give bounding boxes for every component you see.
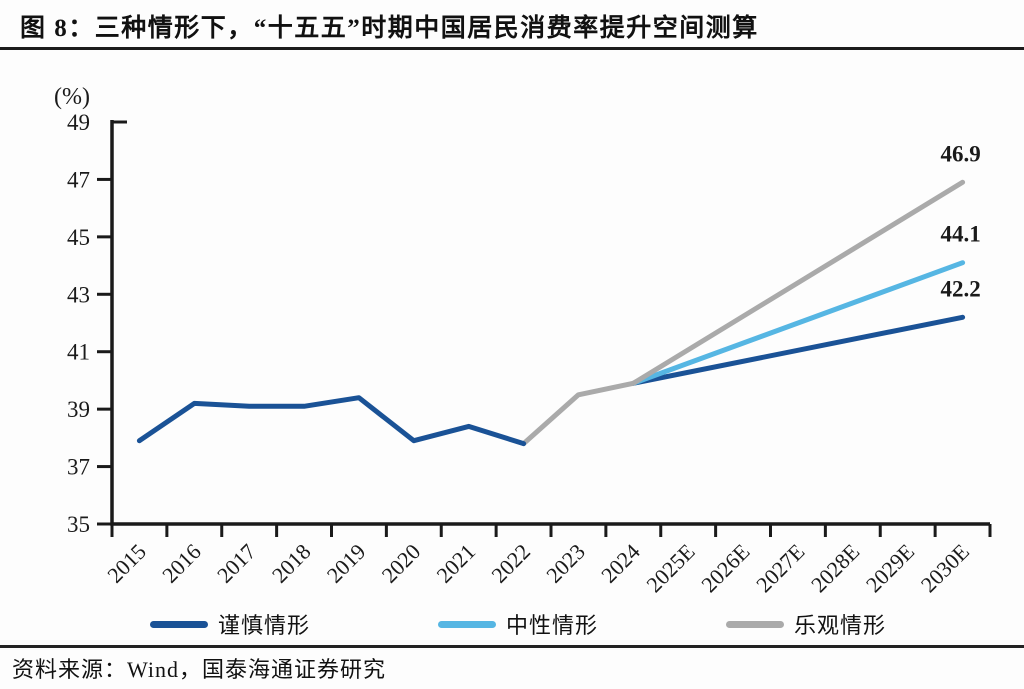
legend-label-neutral: 中性情形 <box>505 613 598 638</box>
x-tick-label: 2022 <box>486 539 535 588</box>
y-tick-label: 41 <box>67 340 90 365</box>
y-tick-label: 45 <box>67 225 90 250</box>
axes <box>110 120 990 526</box>
figure-title: 图 8：三种情形下，“十五五”时期中国居民消费率提升空间测算 <box>20 15 759 42</box>
x-tick-label: 2026E <box>696 539 754 597</box>
y-tick-label: 43 <box>67 282 90 307</box>
x-tick-label: 2030E <box>916 539 974 597</box>
legend-label-optimistic: 乐观情形 <box>793 613 886 638</box>
title-divider <box>0 47 1024 50</box>
series-end-value-label: 44.1 <box>940 222 980 247</box>
x-tick-label: 2020 <box>377 539 426 588</box>
x-tick-label: 2021 <box>431 539 480 588</box>
chart-legend: 谨慎情形 中性情形 乐观情形 <box>150 608 886 640</box>
series-end-value-label: 42.2 <box>940 276 980 301</box>
x-tick-label: 2018 <box>267 539 316 588</box>
y-axis-unit-label: (%) <box>54 84 90 110</box>
estimate-and-optimistic-line <box>521 179 966 447</box>
historical-actual-line <box>136 395 527 447</box>
legend-item-neutral: 中性情形 <box>437 608 598 640</box>
y-tick-label: 39 <box>67 397 90 422</box>
legend-item-optimistic: 乐观情形 <box>725 608 886 640</box>
y-tick-label: 37 <box>67 455 90 480</box>
x-tick-label: 2027E <box>751 539 809 597</box>
y-tick-label: 47 <box>67 167 90 192</box>
series-end-value-label: 46.9 <box>940 141 980 166</box>
legend-item-cautious: 谨慎情形 <box>150 608 310 640</box>
x-tick-label: 2019 <box>322 539 371 588</box>
source-note: 资料来源：Wind，国泰海通证券研究 <box>12 657 386 682</box>
footer-divider <box>0 645 1024 648</box>
x-tick-label: 2025E <box>641 539 699 597</box>
neutral-line-swatch <box>437 620 496 628</box>
x-tick-label: 2017 <box>212 539 261 588</box>
x-tick-label: 2016 <box>157 539 206 588</box>
y-tick-label: 49 <box>67 110 90 135</box>
x-tick-label: 2029E <box>861 539 919 597</box>
legend-label-cautious: 谨慎情形 <box>218 613 311 638</box>
x-tick-label: 2015 <box>102 539 151 588</box>
optimistic-line-swatch <box>725 620 784 628</box>
x-tick-label: 2024 <box>596 539 645 588</box>
x-tick-label: 2023 <box>541 539 590 588</box>
projection-line-cautious <box>630 314 966 386</box>
cautious-line-swatch <box>150 620 208 628</box>
x-tick-label: 2028E <box>806 539 864 597</box>
projection-line-neutral <box>630 260 966 386</box>
y-tick-label: 35 <box>67 512 90 537</box>
